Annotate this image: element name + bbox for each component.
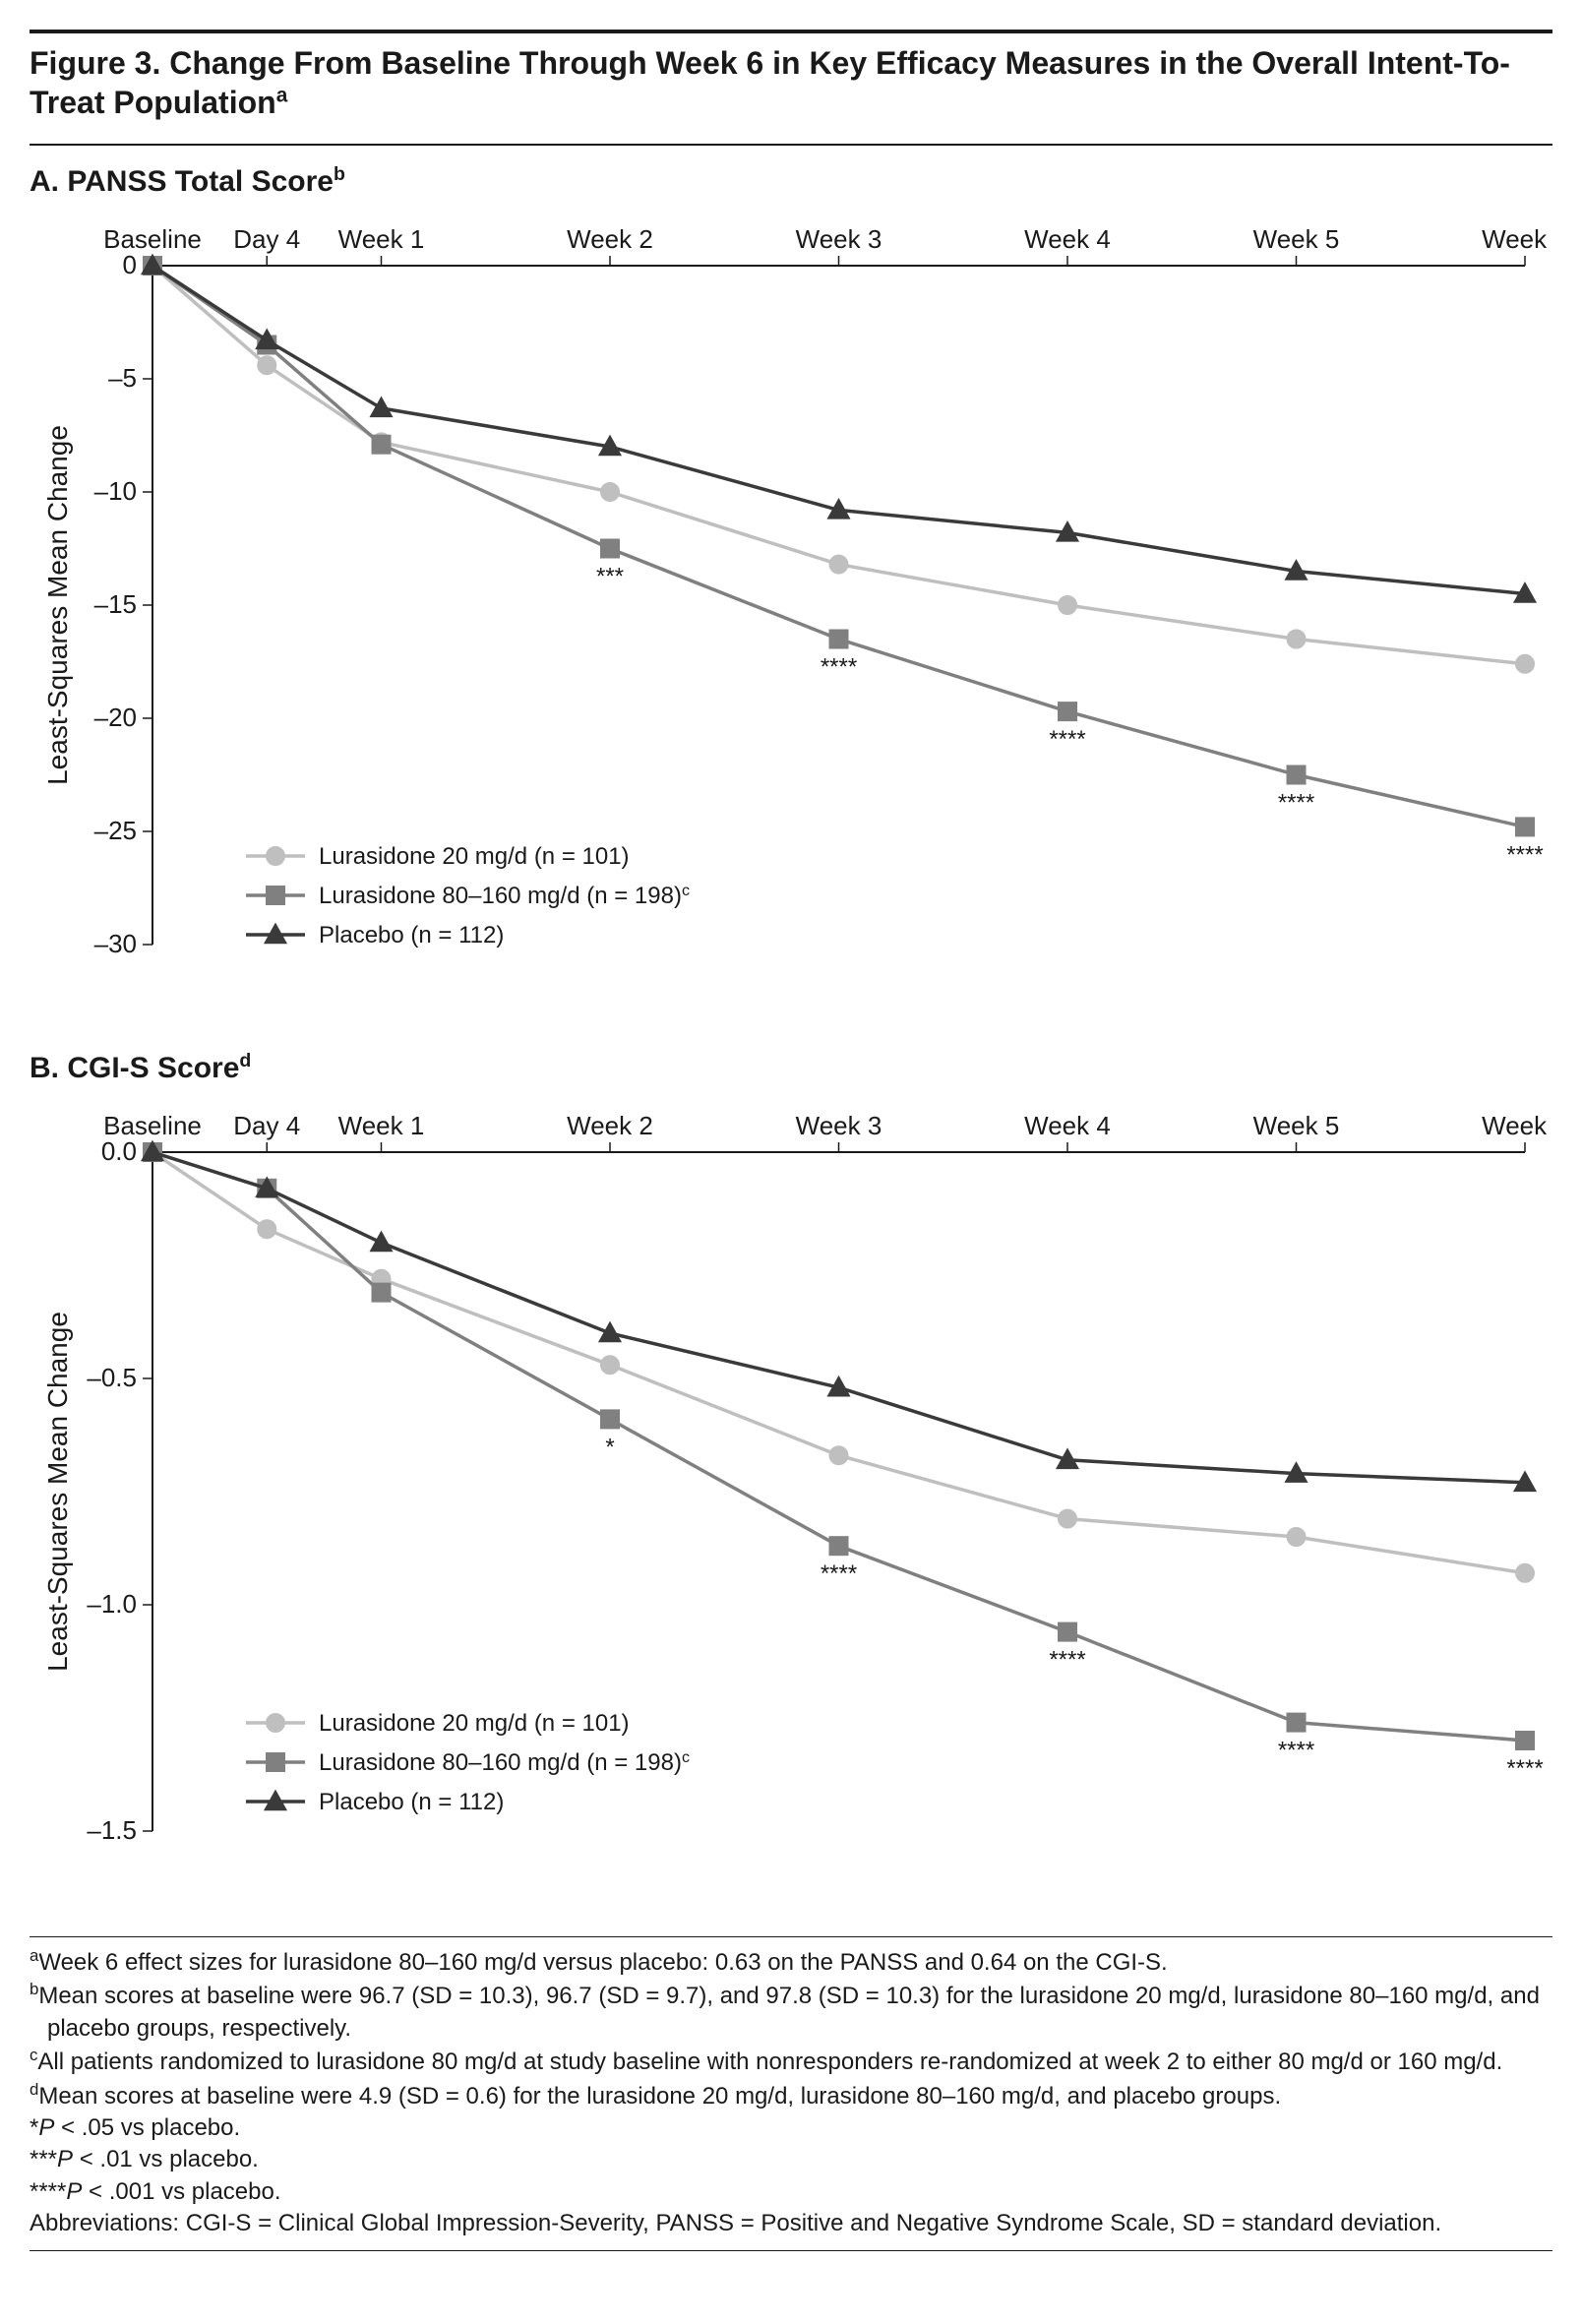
svg-text:****: ****: [1506, 841, 1543, 868]
svg-text:–1.0: –1.0: [87, 1589, 137, 1619]
svg-text:Least-Squares Mean Change: Least-Squares Mean Change: [42, 1312, 73, 1672]
svg-text:Week 2: Week 2: [567, 1111, 653, 1140]
panel-a-title-text: A. PANSS Total Score: [30, 165, 334, 198]
panel-b-title: B. CGI-S Scored: [30, 1050, 1552, 1085]
svg-text:Placebo (n = 112): Placebo (n = 112): [319, 1789, 504, 1815]
svg-text:–30: –30: [94, 929, 137, 958]
svg-text:Placebo (n = 112): Placebo (n = 112): [319, 922, 504, 948]
svg-text:Week 6: Week 6: [1482, 1111, 1552, 1140]
panel-a-title: A. PANSS Total Scoreb: [30, 163, 1552, 199]
footnotes: aWeek 6 effect sizes for lurasidone 80–1…: [30, 1945, 1552, 2240]
svg-text:Week 1: Week 1: [338, 224, 425, 254]
svg-text:Lurasidone 20 mg/d (n = 101): Lurasidone 20 mg/d (n = 101): [319, 843, 630, 870]
svg-text:0: 0: [123, 250, 137, 279]
svg-text:Week 4: Week 4: [1024, 1111, 1111, 1140]
svg-text:****: ****: [821, 1560, 857, 1587]
svg-text:Week 6: Week 6: [1482, 224, 1552, 254]
svg-text:–0.5: –0.5: [87, 1363, 137, 1392]
svg-text:Lurasidone 20 mg/d (n = 101): Lurasidone 20 mg/d (n = 101): [319, 1710, 630, 1737]
footnote: aWeek 6 effect sizes for lurasidone 80–1…: [30, 1945, 1552, 1979]
svg-text:Week 4: Week 4: [1024, 224, 1111, 254]
svg-text:Baseline: Baseline: [103, 224, 202, 254]
panss-chart-svg: Baseline Day 4 Week 1 Week 2 Week 3 Week 4 Wee…: [30, 207, 1552, 1013]
svg-text:Week 1: Week 1: [338, 1111, 425, 1140]
svg-text:Week 2: Week 2: [567, 224, 653, 254]
svg-text:Lurasidone 80–160 mg/d (n = 19: Lurasidone 80–160 mg/d (n = 198)c: [319, 1749, 690, 1777]
svg-text:Week 3: Week 3: [796, 1111, 882, 1140]
figure-title: Figure 3. Change From Baseline Through W…: [30, 43, 1552, 122]
svg-text:***: ***: [596, 564, 624, 590]
significance-note: ***P < .01 vs placebo.: [30, 2144, 1552, 2175]
footnote-top-rule: [30, 1936, 1552, 1937]
significance-note: ****P < .001 vs placebo.: [30, 2176, 1552, 2208]
svg-text:****: ****: [1278, 790, 1314, 817]
svg-text:Lurasidone 80–160 mg/d (n = 19: Lurasidone 80–160 mg/d (n = 198)c: [319, 883, 690, 910]
panel-a-chart: Baseline Day 4 Week 1 Week 2 Week 3 Week 4 Wee…: [30, 207, 1552, 1020]
figure-title-sup: a: [276, 84, 288, 106]
svg-text:Least-Squares Mean Change: Least-Squares Mean Change: [42, 425, 73, 785]
svg-text:Day 4: Day 4: [233, 224, 300, 254]
svg-text:*: *: [605, 1434, 614, 1460]
svg-text:–15: –15: [94, 589, 137, 619]
panel-a-title-sup: b: [334, 163, 345, 185]
panel-b-title-text: B. CGI-S Score: [30, 1052, 239, 1084]
svg-text:Day 4: Day 4: [233, 1111, 300, 1140]
footnote: dMean scores at baseline were 4.9 (SD = …: [30, 2079, 1552, 2112]
panel-b-chart: BaselineDay 4Week 1Week 2Week 3Week 4Wee…: [30, 1093, 1552, 1907]
svg-text:–20: –20: [94, 703, 137, 732]
significance-note: *P < .05 vs placebo.: [30, 2112, 1552, 2144]
svg-text:****: ****: [1278, 1738, 1314, 1764]
svg-text:****: ****: [1049, 1647, 1085, 1674]
title-rule: [30, 144, 1552, 146]
svg-text:–25: –25: [94, 816, 137, 845]
svg-text:–1.5: –1.5: [87, 1815, 137, 1845]
footnote-bottom-rule: [30, 2250, 1552, 2251]
svg-text:–5: –5: [108, 363, 137, 393]
abbreviations: Abbreviations: CGI-S = Clinical Global I…: [30, 2208, 1552, 2239]
svg-text:****: ****: [821, 654, 857, 681]
svg-text:–10: –10: [94, 476, 137, 506]
svg-text:****: ****: [1506, 1755, 1543, 1782]
top-rule: [30, 30, 1552, 33]
figure-title-text: Figure 3. Change From Baseline Through W…: [30, 45, 1510, 120]
cgis-chart-svg: BaselineDay 4Week 1Week 2Week 3Week 4Wee…: [30, 1093, 1552, 1900]
figure-container: Figure 3. Change From Baseline Through W…: [30, 30, 1552, 2251]
svg-text:Week 5: Week 5: [1253, 1111, 1340, 1140]
panel-b-title-sup: d: [239, 1050, 251, 1071]
svg-text:****: ****: [1049, 726, 1085, 753]
footnote: bMean scores at baseline were 96.7 (SD =…: [30, 1979, 1552, 2045]
svg-text:Week 5: Week 5: [1253, 224, 1340, 254]
svg-text:0.0: 0.0: [101, 1136, 137, 1166]
footnote: cAll patients randomized to lurasidone 8…: [30, 2045, 1552, 2078]
svg-text:Week 3: Week 3: [796, 224, 882, 254]
